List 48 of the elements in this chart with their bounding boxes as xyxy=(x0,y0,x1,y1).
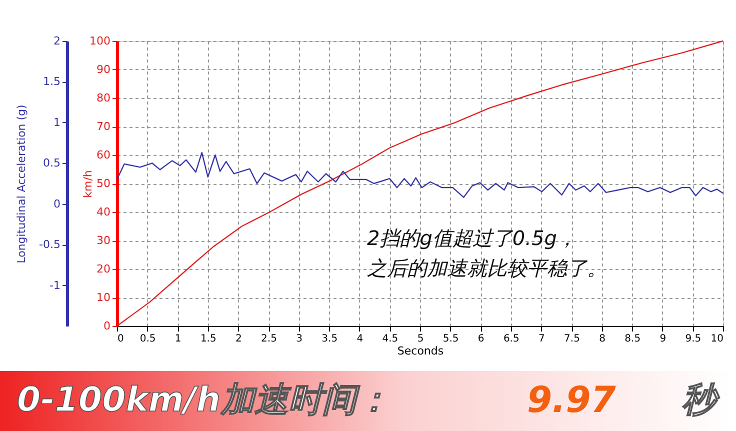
y-tick-label: 80 xyxy=(96,92,110,104)
x-tick-label: 0 xyxy=(118,334,124,344)
x-tick-label: 5.5 xyxy=(442,334,459,344)
y-tick-label: 60 xyxy=(96,148,110,162)
y2-tick-label: 1 xyxy=(54,116,60,129)
y-tick-label: 0 xyxy=(104,320,110,332)
y-tick-label: 100 xyxy=(90,34,110,48)
x-tick-label: 4.5 xyxy=(382,334,398,344)
x-tick-label: 6.5 xyxy=(503,334,520,344)
y2-tick-label: -0.5 xyxy=(39,238,60,252)
x-tick-label: 8.5 xyxy=(624,334,641,344)
y-tick-label: 20 xyxy=(96,262,110,276)
x-tick-label: 1 xyxy=(174,334,182,344)
text: 0-100km/h加速时间： xyxy=(17,380,390,420)
y-tick-label: 10 xyxy=(96,291,110,304)
x-tick-label: 5 xyxy=(417,334,424,344)
y2-tick-label: 1.5 xyxy=(43,75,60,88)
y-tick-label: 40 xyxy=(96,206,110,218)
annotation: 之后的加速就比较平稳了。 xyxy=(367,256,607,280)
text: 秒 xyxy=(682,380,720,420)
x-tick-label: 10 xyxy=(710,334,724,344)
y2-tick-label: -1 xyxy=(50,278,60,292)
x-axis-title: Seconds xyxy=(397,344,444,358)
x-tick-label: 6 xyxy=(478,334,484,344)
x-tick-label: 1.5 xyxy=(200,334,216,344)
x-tick-label: 7.5 xyxy=(564,334,580,344)
line-series xyxy=(116,152,724,198)
x-tick-label: 4 xyxy=(356,334,364,344)
annotation: 2挡的g值超过了0.5g， xyxy=(367,226,577,250)
x-tick-label: 7 xyxy=(538,334,545,344)
x-tick-label: 8 xyxy=(599,334,606,344)
y2-tick-label: 2 xyxy=(54,34,60,48)
y-tick-label: 70 xyxy=(96,120,110,133)
y-tick-label: 50 xyxy=(96,177,110,190)
x-tick-label: 2 xyxy=(236,334,242,344)
y-tick-label: 30 xyxy=(96,234,110,247)
x-tick-label: 2.5 xyxy=(261,334,277,344)
x-tick-label: 3 xyxy=(296,334,302,344)
text: 9.97 xyxy=(527,380,616,421)
x-tick-label: 9 xyxy=(660,334,666,344)
y-axis-title: km/h xyxy=(82,170,95,198)
x-tick-label: 0.5 xyxy=(140,334,156,344)
x-tick-label: 3.5 xyxy=(322,334,338,344)
x-tick-label: 9.5 xyxy=(685,334,702,344)
y2-tick-label: 0 xyxy=(54,197,60,210)
y2-tick-label: 0.5 xyxy=(43,156,60,170)
y-tick-label: 90 xyxy=(96,63,110,76)
y2-axis-title: Longitudinal Acceleration (g) xyxy=(15,104,28,264)
